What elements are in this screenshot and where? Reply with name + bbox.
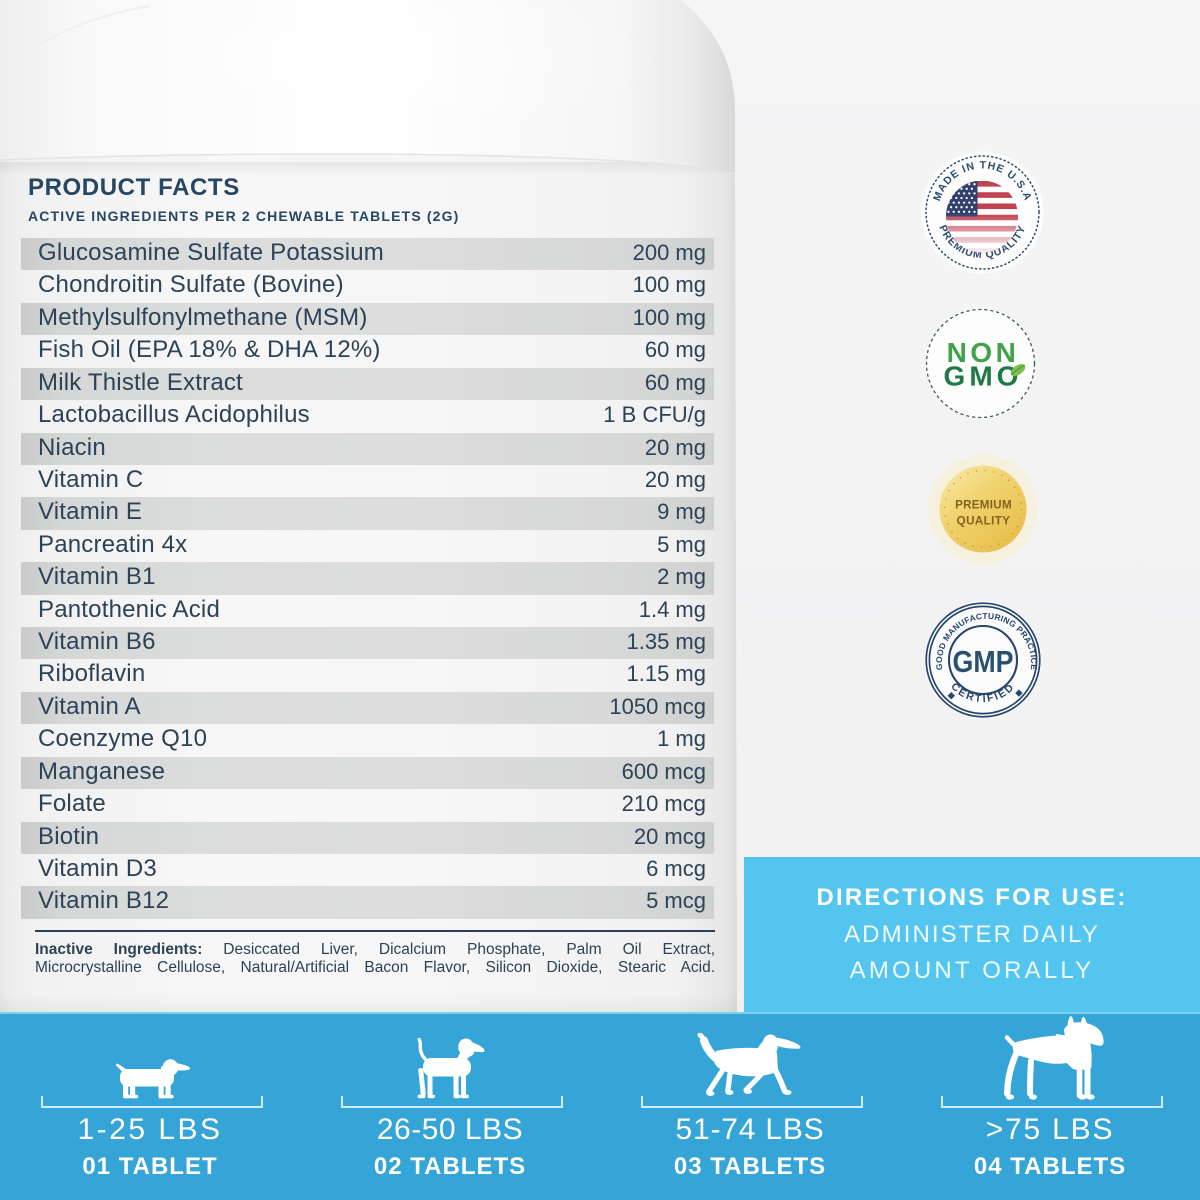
svg-text:NON: NON xyxy=(947,337,1020,368)
svg-text:GMO: GMO xyxy=(944,361,1023,392)
svg-text:QUALITY: QUALITY xyxy=(957,515,1011,528)
svg-text:GMP: GMP xyxy=(953,644,1014,679)
svg-text:PREMIUM: PREMIUM xyxy=(955,499,1012,512)
